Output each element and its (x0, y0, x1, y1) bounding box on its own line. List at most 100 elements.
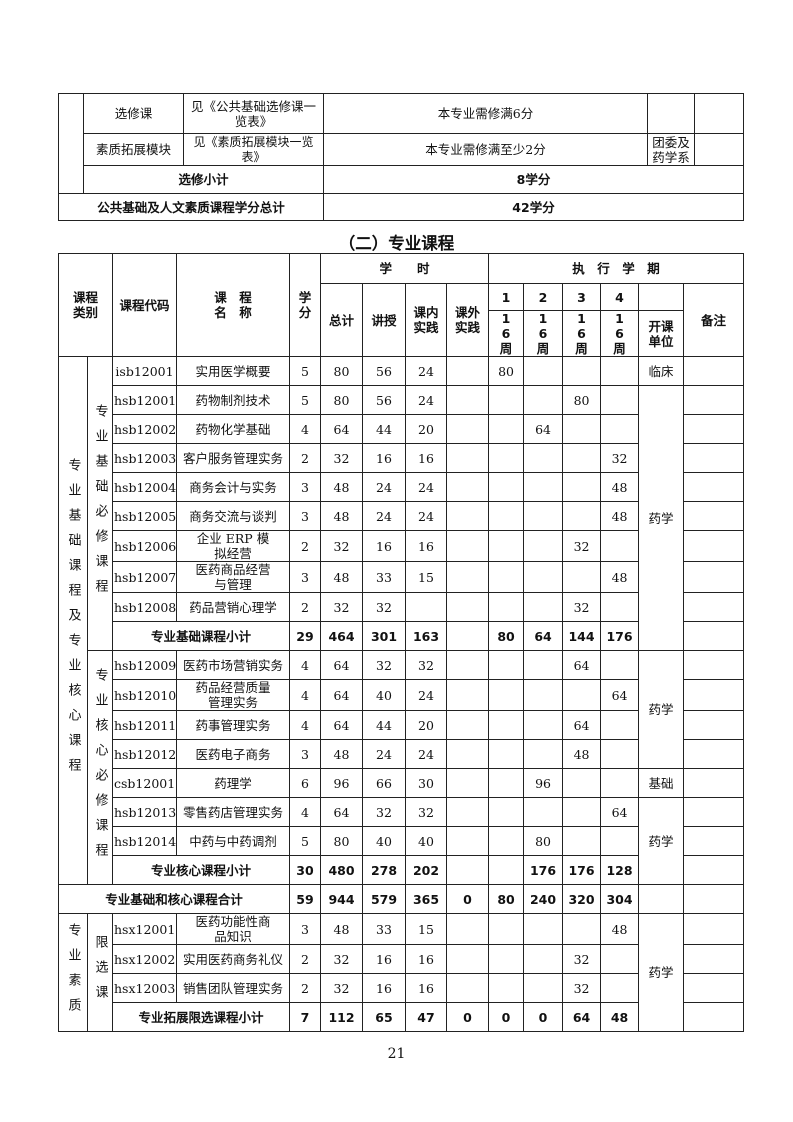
note-cell (683, 884, 745, 914)
note-cell (683, 739, 745, 769)
semester-2: 96 (523, 768, 564, 798)
total-hours: 64 (320, 650, 363, 680)
course-code: hsb12012 (112, 739, 177, 769)
table-row: hsx12002 实用医药商务礼仪 2 32 16 16 32 (59, 944, 745, 974)
in-practice-hours: 16 (405, 973, 447, 1003)
total-hours: 32 (320, 443, 363, 473)
dept-cell: 药学 (638, 913, 685, 1032)
course-reference: 见《素质拓展模块一览表》 (183, 133, 324, 166)
note-cell (683, 385, 745, 415)
table-row: 专业核心必修课程 hsb12009 医药市场营销实务 4 64 32 32 64 药学 (59, 650, 745, 885)
subtotal-semester-3: 64 (562, 1002, 602, 1032)
total-label: 专业基础和核心课程合计 (58, 884, 290, 914)
dept-cell: 药学 (638, 797, 685, 885)
semester-4 (600, 710, 640, 740)
out-practice-hours (445, 443, 490, 473)
semester-3 (562, 913, 602, 945)
subtotal-in-practice-hours: 202 (405, 855, 447, 885)
semester-2 (523, 913, 564, 945)
semester-2 (523, 472, 564, 502)
lecture-hours: 16 (362, 973, 406, 1003)
course-code: hsx12002 (112, 944, 177, 974)
in-practice-hours: 32 (405, 797, 447, 827)
note-cell (683, 356, 745, 386)
header-credits: 学分 (289, 253, 321, 357)
note-cell (683, 913, 745, 945)
subcategory-label: 限选课 (87, 913, 113, 1032)
semester-1 (488, 768, 525, 798)
total-out-practice-hours: 0 (445, 884, 490, 914)
course-name: 商务会计与实务 (176, 472, 290, 502)
in-practice-hours: 15 (405, 913, 447, 945)
total-hours: 32 (320, 592, 363, 622)
credits: 2 (289, 530, 321, 562)
header-name: 课 程名 称 (176, 253, 290, 357)
total-hours: 80 (320, 826, 363, 856)
semester-3 (562, 501, 602, 531)
semester-2 (523, 973, 564, 1003)
course-name: 医药电子商务 (176, 739, 290, 769)
semester-2 (523, 561, 564, 593)
subtotal-lecture-hours: 65 (362, 1002, 406, 1032)
semester-3 (562, 443, 602, 473)
course-code: hsb12003 (112, 443, 177, 473)
total-total-hours: 944 (320, 884, 363, 914)
semester-4 (600, 650, 640, 680)
subtotal-label: 专业拓展限选课程小计 (112, 1002, 290, 1032)
subtotal-label: 专业核心课程小计 (112, 855, 290, 885)
course-type: 素质拓展模块 (83, 133, 184, 166)
semester-3 (562, 356, 602, 386)
total-hours: 48 (320, 739, 363, 769)
credits: 4 (289, 797, 321, 827)
semester-1 (488, 739, 525, 769)
table-row: 素质拓展模块 见《素质拓展模块一览表》 本专业需修满至少2分 团委及药学系 (59, 133, 744, 166)
note-cell (683, 443, 745, 473)
subtotal-semester-1: 80 (488, 621, 525, 651)
total-hours: 32 (320, 944, 363, 974)
lecture-hours: 24 (362, 472, 406, 502)
header-weeks-3: 16周 (562, 310, 602, 357)
semester-1 (488, 501, 525, 531)
out-practice-hours (445, 414, 490, 444)
semester-1 (488, 913, 525, 945)
course-note (694, 133, 744, 166)
in-practice-hours: 32 (405, 650, 447, 680)
table-row: hsb12008 药品营销心理学 2 32 32 32 (59, 592, 745, 622)
semester-3 (562, 679, 602, 711)
subtotal-label: 专业基础课程小计 (112, 621, 290, 651)
semester-2 (523, 356, 564, 386)
credits: 2 (289, 973, 321, 1003)
header-semester-3: 3 (562, 283, 602, 311)
header-semester-1: 1 (488, 283, 525, 311)
out-practice-hours (445, 385, 490, 415)
dept-cell: 药学 (638, 650, 685, 769)
subtotal-out-practice-hours (445, 621, 490, 651)
table-row: hsb12003 客户服务管理实务 2 32 16 16 32 (59, 443, 745, 473)
out-practice-hours (445, 944, 490, 974)
table-row: hsb12001 药物制剂技术 5 80 56 24 80 药学 (59, 385, 745, 651)
semester-3: 64 (562, 650, 602, 680)
category-label: 专业基础课程及专业核心课程 (58, 356, 88, 885)
semester-3: 80 (562, 385, 602, 415)
in-practice-hours: 24 (405, 472, 447, 502)
course-code: hsx12001 (112, 913, 177, 945)
header-in-practice: 课内实践 (405, 283, 447, 357)
credits: 3 (289, 739, 321, 769)
semester-1 (488, 561, 525, 593)
subtotal-row: 专业拓展限选课程小计 7 112 65 47 0 0 0 64 48 (59, 1002, 745, 1032)
semester-1 (488, 472, 525, 502)
table-row: hsb12012 医药电子商务 3 48 24 24 48 (59, 739, 745, 769)
total-semester-2: 240 (523, 884, 564, 914)
course-dept (647, 93, 695, 134)
note-cell (683, 592, 745, 622)
credits: 4 (289, 650, 321, 680)
total-semester-1: 80 (488, 884, 525, 914)
note-cell (683, 501, 745, 531)
semester-4 (600, 739, 640, 769)
in-practice-hours (405, 592, 447, 622)
subtotal-out-practice-hours (445, 855, 490, 885)
semester-3 (562, 826, 602, 856)
lecture-hours: 40 (362, 826, 406, 856)
course-name: 医药商品经营与管理 (176, 561, 290, 593)
total-hours: 64 (320, 679, 363, 711)
